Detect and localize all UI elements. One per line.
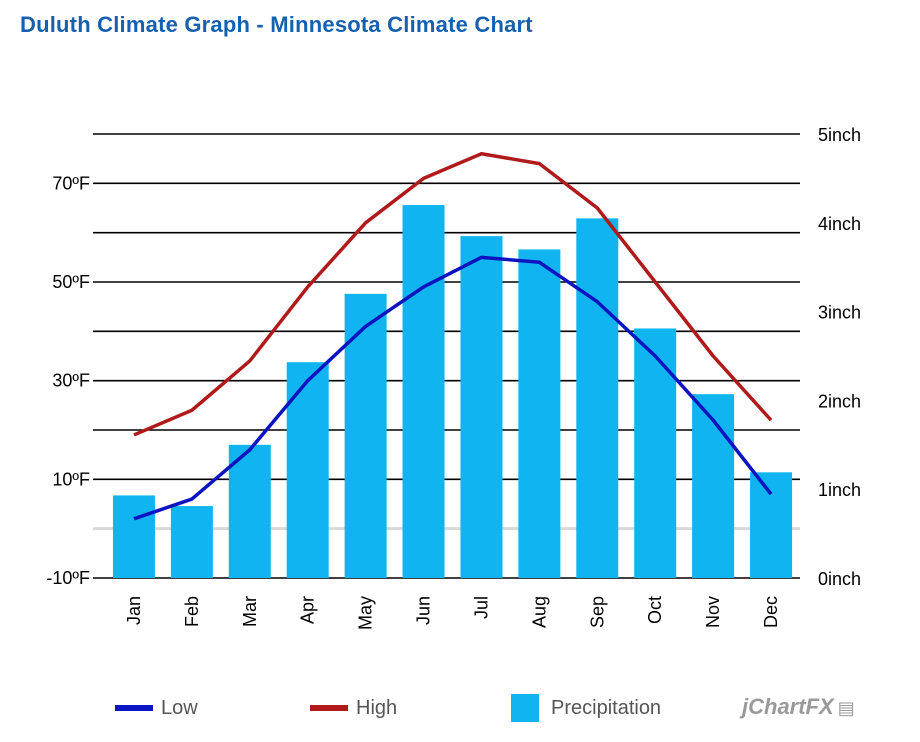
bar-precipitation-oct <box>634 328 677 578</box>
bar-precipitation-jan <box>112 495 155 578</box>
y-left-tick-label: 10ºF <box>52 469 90 489</box>
x-tick-label: Jan <box>124 596 144 625</box>
chart-title: Duluth Climate Graph - Minnesota Climate… <box>20 12 533 37</box>
y-right-tick-label: 2inch <box>818 391 861 411</box>
legend-swatch-low <box>115 705 153 711</box>
x-tick-label: Apr <box>298 596 318 624</box>
brand-text: jChartFX <box>742 694 834 719</box>
legend-item-high[interactable]: High <box>310 690 397 726</box>
y-right-tick-label: 5inch <box>818 125 861 145</box>
y-left-tick-label: 30ºF <box>52 371 90 391</box>
x-tick-label: Dec <box>761 596 781 628</box>
bar-precipitation-dec <box>750 472 793 578</box>
x-tick-label: Jun <box>414 596 434 625</box>
x-tick-label: Jul <box>471 596 491 619</box>
legend-label-high: High <box>356 696 398 719</box>
line-low <box>133 255 773 521</box>
bar-chart-icon: ▤ <box>837 698 855 718</box>
brand-logo: jChartFX ▤ <box>742 694 855 720</box>
line-high <box>133 151 773 437</box>
x-tick-label: Mar <box>240 596 260 627</box>
legend-label-precipitation: Precipitation <box>551 696 662 719</box>
y-right-tick-label: 4inch <box>818 214 861 234</box>
y-left-tick-label: -10ºF <box>46 568 90 588</box>
legend-swatch-high <box>310 705 348 711</box>
x-tick-label: Oct <box>645 596 665 624</box>
y-left-tick-label: 50ºF <box>52 272 90 292</box>
bar-precipitation-may <box>344 293 387 578</box>
x-tick-label: Sep <box>587 596 607 628</box>
bar-precipitation-jun <box>402 205 445 579</box>
chart-legend: Low High Precipitation <box>0 690 920 726</box>
x-tick-label: Nov <box>703 596 723 628</box>
legend-item-low[interactable]: Low <box>115 690 198 726</box>
y-right-tick-label: 3inch <box>818 303 861 323</box>
bar-precipitation-apr <box>286 362 329 578</box>
legend-swatch-precipitation <box>511 694 539 722</box>
x-tick-label: May <box>356 596 376 630</box>
y-right-tick-label: 0inch <box>818 569 861 589</box>
bar-precipitation-jul <box>460 236 503 578</box>
y-left-tick-label: 70ºF <box>52 173 90 193</box>
climate-chart: 70ºF 50ºF 30ºF 10ºF -10ºF 5inch 4inch 3inch 2inc… <box>46 125 861 630</box>
bar-precipitation-mar <box>228 444 271 578</box>
legend-label-low: Low <box>161 696 198 719</box>
x-tick-label: Aug <box>529 596 549 628</box>
legend-item-precipitation[interactable]: Precipitation <box>511 690 661 726</box>
bar-precipitation-aug <box>518 249 561 578</box>
bar-precipitation-sep <box>576 218 619 579</box>
bar-precipitation-feb <box>170 506 213 578</box>
bar-precipitation-nov <box>692 394 735 578</box>
x-tick-label: Feb <box>182 596 202 627</box>
y-right-tick-label: 1inch <box>818 480 861 500</box>
